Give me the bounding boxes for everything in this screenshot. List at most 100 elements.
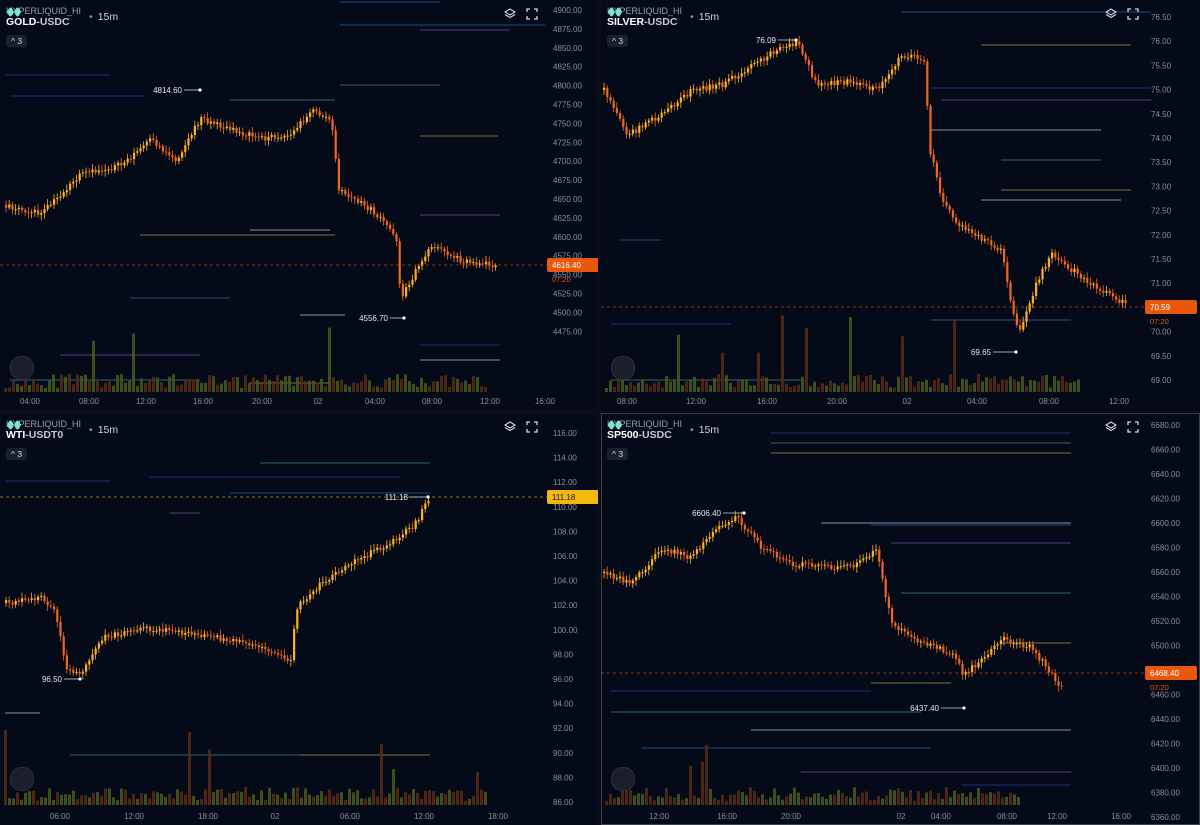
- volume-bar: [825, 799, 828, 805]
- candle: [702, 86, 705, 89]
- volume-bar: [108, 788, 111, 805]
- sp500-chart-panel[interactable]: 6680.00 6660.00 6640.00 6620.00 6600.00 6580.…: [601, 413, 1200, 825]
- candle: [107, 169, 110, 171]
- candle: [478, 263, 481, 265]
- sp500-symbol-header[interactable]: HYPERLIQUID_HI SP500-USDC 15m: [607, 419, 719, 441]
- volume-bar: [272, 793, 275, 805]
- price-axis-label: 72.50: [1151, 207, 1172, 216]
- fullscreen-icon[interactable]: [1127, 8, 1139, 20]
- gold-chart-panel[interactable]: 4900.00 4875.00 4850.00 4825.00 4800.00 4775.…: [0, 0, 598, 410]
- gold-symbol-header[interactable]: HYPERLIQUID_HI GOLD-USDC 15m: [6, 6, 118, 28]
- candle: [158, 145, 161, 147]
- price-axis-label: 6560.00: [1151, 568, 1180, 577]
- sp500-chart-canvas[interactable]: 6680.00 6660.00 6640.00 6620.00 6600.00 6580.…: [601, 413, 1200, 825]
- layers-icon[interactable]: [1105, 421, 1117, 433]
- indicators-badge[interactable]: ^ 3: [6, 35, 28, 47]
- candle: [264, 646, 267, 650]
- timeframe-label[interactable]: 15m: [690, 424, 719, 436]
- candle: [283, 655, 286, 659]
- candle: [161, 146, 164, 152]
- volume-bar: [697, 798, 700, 805]
- volume-bar: [713, 798, 716, 805]
- fullscreen-icon[interactable]: [526, 8, 538, 20]
- candle: [958, 658, 961, 664]
- volume-bar: [785, 796, 788, 805]
- silver-chart-canvas[interactable]: 76.50 76.00 75.50 75.00 74.50 74.00 73.50 73.00…: [601, 0, 1200, 410]
- volume-bar: [673, 797, 676, 805]
- indicators-badge[interactable]: ^ 3: [607, 448, 629, 460]
- timeframe-label[interactable]: 15m: [690, 11, 719, 23]
- candle: [1019, 325, 1022, 330]
- candle: [843, 565, 846, 567]
- candle: [737, 516, 740, 518]
- candle: [881, 561, 884, 579]
- candle: [1041, 659, 1044, 661]
- volume-bar: [1061, 376, 1064, 392]
- wti-chart-panel[interactable]: 116.00 114.00 112.00 110.00 108.00 106.00 104.…: [0, 413, 598, 825]
- candle: [421, 508, 424, 521]
- volume-bar: [993, 376, 996, 392]
- volume-bar: [268, 787, 271, 805]
- candle: [254, 136, 257, 138]
- price-axis-label: 76.00: [1151, 37, 1172, 46]
- price-axis-label: 6540.00: [1151, 593, 1180, 602]
- volume-bar: [100, 796, 103, 805]
- volume-bar: [969, 384, 972, 392]
- timeframe-label[interactable]: 15m: [89, 11, 118, 23]
- wti-chart-canvas[interactable]: 116.00 114.00 112.00 110.00 108.00 106.00 104.…: [0, 413, 598, 825]
- volume-bar: [821, 383, 824, 392]
- volume-bar: [100, 387, 103, 392]
- candle: [676, 102, 679, 107]
- volume-bar: [725, 800, 728, 805]
- candle: [405, 528, 408, 535]
- gold-chart-canvas[interactable]: 4900.00 4875.00 4850.00 4825.00 4800.00 4775.…: [0, 0, 598, 410]
- volume-bar: [36, 800, 39, 805]
- indicators-badge[interactable]: ^ 3: [6, 448, 28, 460]
- volume-bar: [633, 385, 636, 392]
- layers-icon[interactable]: [504, 8, 516, 20]
- layers-icon[interactable]: [504, 421, 516, 433]
- volume-bar: [388, 377, 391, 392]
- candle: [830, 565, 833, 569]
- volume-bar: [885, 381, 888, 392]
- low-price-label: 69.65: [971, 348, 992, 357]
- volume-bar: [645, 788, 648, 805]
- silver-chart-panel[interactable]: 76.50 76.00 75.50 75.00 74.50 74.00 73.50 73.00…: [601, 0, 1200, 410]
- volume-bar: [460, 790, 463, 805]
- price-axis-label: 106.00: [553, 552, 578, 561]
- candle: [980, 658, 983, 663]
- volume-bar: [933, 799, 936, 805]
- candle: [724, 81, 727, 88]
- volume-bar: [16, 384, 19, 392]
- layers-icon[interactable]: [1105, 8, 1117, 20]
- candle: [353, 559, 356, 565]
- candle: [891, 608, 894, 623]
- candle: [401, 283, 404, 297]
- volume-bar: [88, 380, 91, 392]
- candle: [494, 265, 497, 268]
- volume-bar: [360, 798, 363, 805]
- volume-bar: [781, 315, 784, 392]
- candle: [820, 564, 823, 566]
- volume-bar: [653, 800, 656, 805]
- candle: [395, 539, 398, 541]
- candle: [398, 241, 401, 284]
- timeframe-label[interactable]: 15m: [89, 424, 118, 436]
- candle: [628, 133, 631, 135]
- volume-bar: [665, 787, 668, 805]
- fullscreen-icon[interactable]: [526, 421, 538, 433]
- high-price-label: 111.18: [385, 493, 409, 502]
- indicators-badge[interactable]: ^ 3: [607, 35, 629, 47]
- candle: [334, 572, 337, 575]
- fullscreen-icon[interactable]: [1127, 421, 1139, 433]
- time-axis-label: 02: [903, 397, 912, 406]
- wti-symbol-header[interactable]: HYPERLIQUID_HI WTI-USDT0 15m: [6, 419, 118, 441]
- candle: [939, 177, 942, 193]
- volume-bar: [356, 383, 359, 392]
- volume-bar: [12, 798, 15, 805]
- candle: [104, 634, 107, 641]
- candle: [40, 213, 43, 215]
- candle: [21, 598, 24, 602]
- silver-symbol-header[interactable]: HYPERLIQUID_HI SILVER-USDC 15m: [607, 6, 719, 28]
